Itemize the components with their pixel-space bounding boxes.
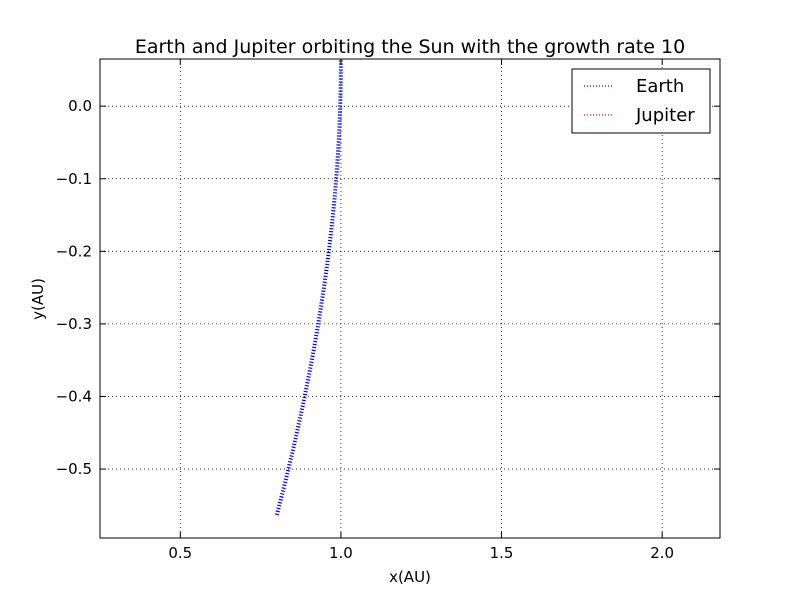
legend-box: [571, 68, 711, 134]
axis-ticks: 0.5 1.0 1.5 2.0 0.0 −0.1 −0.2 −0.3 −0.4 −0.5: [56, 59, 720, 562]
chart-title: Earth and Jupiter orbiting the Sun with …: [135, 36, 685, 58]
x-tick-label: 1.5: [490, 544, 514, 562]
y-axis-label: y(AU): [29, 278, 47, 320]
legend-label-jupiter: Jupiter: [635, 105, 695, 126]
y-tick-label: −0.3: [56, 315, 92, 333]
y-tick-label: 0.0: [68, 97, 92, 115]
y-tick-label: −0.1: [56, 170, 92, 188]
series-line-earth: [274, 60, 343, 516]
y-tick-label: −0.4: [56, 387, 92, 405]
legend: Earth Jupiter: [571, 68, 711, 134]
x-tick-label: 0.5: [168, 544, 192, 562]
x-tick-label: 2.0: [650, 544, 674, 562]
x-axis-label: x(AU): [389, 568, 431, 586]
y-tick-label: −0.5: [56, 460, 92, 478]
plot-series: [274, 60, 343, 516]
y-tick-label: −0.2: [56, 242, 92, 260]
plot-frame: [99, 58, 721, 539]
x-tick-label: 1.0: [329, 544, 353, 562]
legend-label-earth: Earth: [636, 76, 684, 97]
